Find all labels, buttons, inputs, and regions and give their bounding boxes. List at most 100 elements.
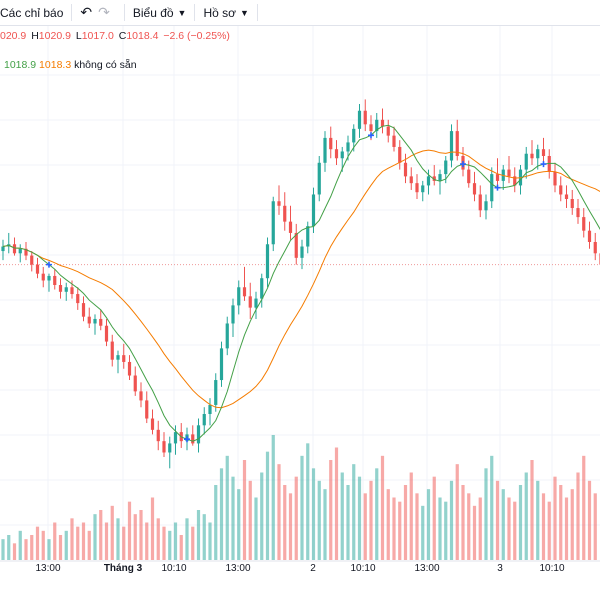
volume-bar [35,526,40,560]
volume-bar [518,485,523,560]
volume-bar [386,489,390,560]
indicators-button[interactable]: Các chỉ báo [0,0,71,25]
volume-bar [449,480,454,560]
close-key: C [118,30,127,42]
volume-bar [162,526,166,560]
time-axis-label: 10:10 [350,563,375,574]
volume-bar [357,476,362,560]
volume-bar [219,468,224,560]
volume-bar [421,505,425,560]
cross-marker-icon [540,161,547,168]
candle-body [260,278,264,299]
volume-bar [260,472,264,560]
volume-bar [409,472,413,560]
volume-bar [265,451,270,560]
candle-body [122,355,126,362]
time-axis-label: 2 [310,563,316,574]
candle-body [398,146,402,163]
candle-body [380,119,385,127]
volume-bar [283,485,287,560]
volume-bar [294,476,298,560]
candle-body [536,149,540,159]
candle-body [346,142,350,152]
change-value: −2.6 (−0.25%) [163,30,230,42]
time-axis-label: 10:10 [539,563,564,574]
volume-bar [461,485,465,560]
volume-bar [553,476,557,560]
volume-bar [116,518,120,560]
volume-bar [398,501,402,560]
candle-body [421,185,425,193]
volume-bar [231,476,235,560]
volume-bar [570,489,574,560]
ma-slow-line [2,149,600,409]
volume-bar [455,464,459,560]
volume-bar [467,493,471,560]
cross-marker-icon [494,184,501,191]
toolbar-divider [194,4,196,21]
volume-bar [30,535,34,560]
candle-body [70,287,74,295]
candle-body [352,128,356,143]
candle-body [208,404,212,414]
candle-body [340,151,344,159]
cross-marker-icon [460,161,466,168]
candle-body [156,429,160,442]
candle-body [426,176,431,186]
volume-bar [254,497,258,560]
time-axis-label: 13:00 [35,563,60,574]
candle-body [288,221,293,233]
volume-bars [1,435,597,560]
volume-bar [403,485,408,560]
chart-menu-button[interactable]: Biểu đồ ▼ [133,0,195,25]
volume-bar [93,514,97,560]
candle-body [467,169,471,184]
candle-body [409,176,413,184]
volume-bar [150,497,155,560]
candle-body [225,323,229,349]
candle-body [145,400,149,419]
volume-bar [363,493,367,560]
candle-body [582,217,586,231]
volume-bar [156,518,160,560]
volume-bar [81,522,86,560]
undo-icon[interactable]: ↶ [80,4,93,20]
candle-body [162,441,166,453]
toolbar-divider [256,4,258,21]
redo-icon[interactable]: ↷ [98,4,110,20]
candle-body [334,149,339,159]
volume-bar [582,455,586,560]
profile-menu-button[interactable]: Hồ sơ ▼ [203,0,256,25]
candle-body [219,348,224,381]
volume-bar [288,493,293,560]
time-axis-label: 13:00 [414,563,439,574]
candle-body [242,287,247,297]
ma-legend: 1018.9 1018.3 không có sẵn [4,59,137,71]
volume-bar [76,526,80,560]
candle-body [47,275,51,281]
volume-bar [564,497,569,560]
volume-bar [277,464,281,560]
candle-body [116,355,120,360]
volume-bar [334,447,339,560]
cross-marker-icon [368,132,374,139]
candle-body [403,162,408,177]
candle-body [191,434,195,444]
candle-body [570,199,574,209]
volume-bar [495,480,500,560]
chart-menu-label: Biểu đồ [132,5,174,20]
candle-body [593,242,597,254]
volume-bar [541,493,546,560]
top-toolbar: Các chỉ báo ↶ ↷ Biểu đồ ▼ Hồ sơ ▼ [0,0,600,26]
volume-bar [64,530,68,560]
candle-body [104,325,109,342]
undo-redo-group: ↶ ↷ [80,0,123,25]
volume-bar [1,539,5,560]
low-value: 1017.0 [81,30,114,42]
high-value: 1020.9 [38,30,71,42]
candle-body [110,341,114,360]
time-axis: 13:00 Tháng 3 10:10 13:00 2 10:10 13:00 3 10:10 [0,560,600,574]
toolbar-divider [123,4,125,21]
candle-body [490,174,494,202]
